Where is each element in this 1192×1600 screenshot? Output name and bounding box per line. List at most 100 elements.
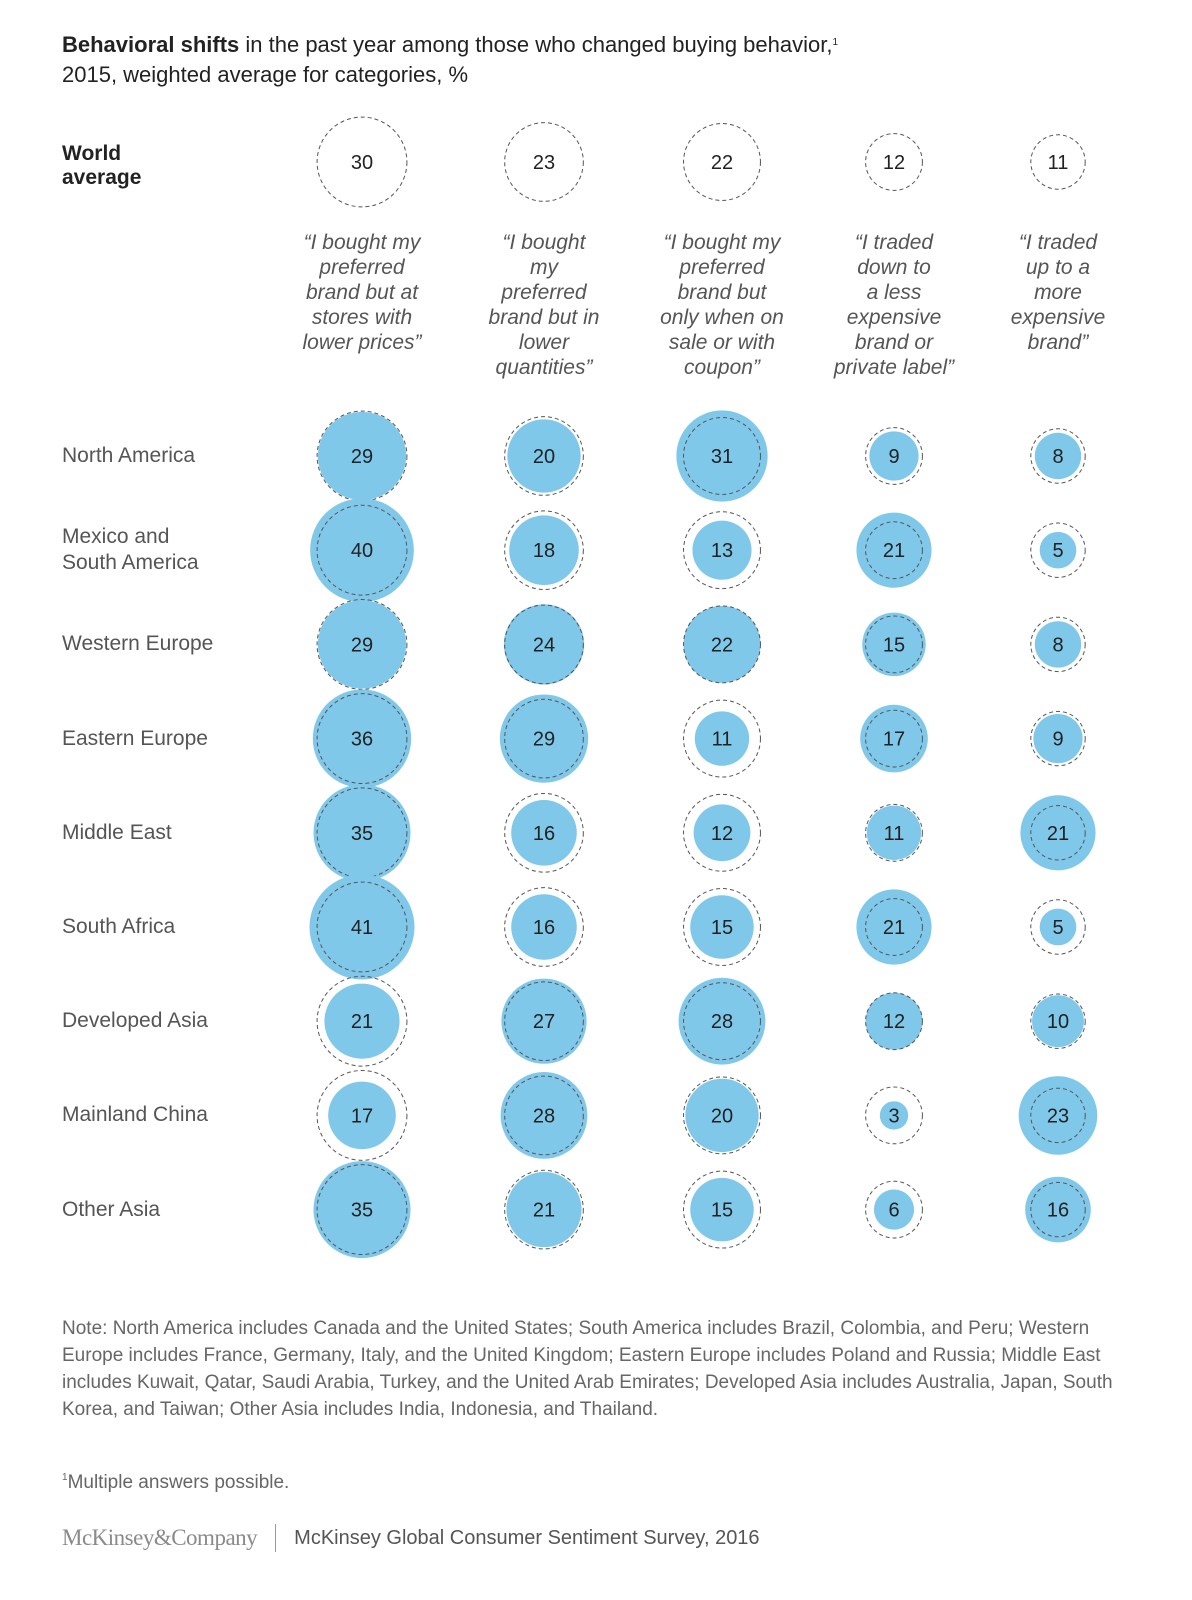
bubble-value-1-4: 5 xyxy=(1052,540,1063,562)
bubble-value-7-3: 3 xyxy=(888,1105,899,1127)
footnote-text: Multiple answers possible. xyxy=(67,1472,290,1493)
row-label-line: Mexico and xyxy=(62,525,170,549)
world-reference-outline-5-0 xyxy=(316,881,408,973)
bubble-4-1 xyxy=(511,800,577,866)
bubble-1-3 xyxy=(856,512,932,588)
world-reference-outline-4-1 xyxy=(504,792,584,873)
row-label-9: Other Asia xyxy=(62,1197,161,1221)
source-text: McKinsey Global Consumer Sentiment Surve… xyxy=(294,1526,760,1549)
bubble-value-4-3: 11 xyxy=(884,823,905,845)
world-reference-outline-1-0 xyxy=(316,504,408,596)
world-reference-outline-7-3 xyxy=(865,1086,923,1145)
bubble-4-4 xyxy=(1020,795,1096,871)
world-reference-outline-6-2 xyxy=(683,982,761,1061)
bubble-6-2 xyxy=(678,977,766,1065)
world-average-value-4: 12 xyxy=(883,152,905,174)
bubble-7-1 xyxy=(500,1072,588,1159)
column-header-line: preferred xyxy=(679,256,765,279)
bubble-2-2 xyxy=(683,605,761,683)
bubble-value-1-1: 18 xyxy=(533,540,555,562)
bubble-value-6-0: 21 xyxy=(351,1011,373,1033)
column-header-line: preferred xyxy=(319,256,405,279)
bubble-7-0 xyxy=(328,1081,396,1150)
bubble-3-3 xyxy=(860,704,928,773)
column-header-3: “I bought my preferred brand but only when … xyxy=(647,230,797,380)
column-header-5: “I traded up to a more expensive brand” xyxy=(983,230,1133,355)
world-reference-outline-8-3 xyxy=(865,1180,923,1239)
column-header-line: my xyxy=(530,256,558,279)
bubble-8-1 xyxy=(506,1172,582,1248)
bubble-0-0 xyxy=(317,411,407,501)
world-reference-outline-1-4 xyxy=(1030,522,1086,578)
column-header-line: private label” xyxy=(833,356,955,379)
bubble-0-1 xyxy=(507,419,581,493)
world-reference-outline-1-2 xyxy=(683,511,761,590)
bubble-5-1 xyxy=(511,894,577,960)
bubble-value-8-4: 16 xyxy=(1047,1200,1069,1222)
world-reference-outline-3-3 xyxy=(865,709,923,768)
column-header-line: brand but at xyxy=(305,281,419,304)
column-header-line: quantities” xyxy=(495,356,593,379)
footer: McKinsey&Company McKinsey Global Consume… xyxy=(62,1522,760,1554)
bubble-0-3 xyxy=(869,431,919,481)
world-reference-outline-1-1 xyxy=(504,510,584,591)
column-header-line: expensive xyxy=(1010,306,1106,329)
world-reference-outline-0-4 xyxy=(1030,428,1086,484)
world-reference-outline-6-0 xyxy=(316,975,408,1067)
world-average-value-5: 11 xyxy=(1048,152,1069,174)
bubble-8-4 xyxy=(1025,1176,1091,1243)
column-header-line: sale or with xyxy=(668,331,776,354)
bubble-6-1 xyxy=(501,978,587,1064)
world-reference-outline-7-1 xyxy=(504,1075,584,1156)
footer-divider xyxy=(275,1524,277,1552)
bubble-value-0-1: 20 xyxy=(533,446,555,468)
bubble-4-0 xyxy=(313,784,411,882)
world-reference-outline-7-4 xyxy=(1030,1087,1086,1144)
world-average-value-1: 30 xyxy=(351,152,373,174)
bubble-value-5-0: 41 xyxy=(351,917,373,939)
world-reference-outline-6-4 xyxy=(1030,993,1086,1049)
bubble-6-0 xyxy=(324,983,400,1059)
bubble-value-1-0: 40 xyxy=(351,540,373,562)
column-header-line: brand or xyxy=(854,331,934,354)
world-reference-outline-5-4 xyxy=(1030,899,1086,955)
bubble-4-3 xyxy=(866,805,922,860)
row-label-3: Western Europe xyxy=(62,632,214,656)
bubble-5-3 xyxy=(856,889,932,965)
note-text: Note: North America includes Canada and … xyxy=(62,1318,1113,1420)
column-header-line: “I traded xyxy=(1018,231,1098,254)
column-header-line: only when on xyxy=(660,306,784,329)
column-header-line: lower prices” xyxy=(302,331,422,354)
world-reference-outline-8-2 xyxy=(683,1170,761,1249)
bubble-value-8-2: 15 xyxy=(711,1200,733,1222)
column-header-line: preferred xyxy=(501,281,587,304)
bubble-3-4 xyxy=(1033,714,1083,764)
bubble-value-7-0: 17 xyxy=(351,1105,373,1127)
column-header-line: “I bought my xyxy=(303,231,421,254)
column-header-line: more xyxy=(1034,281,1082,304)
column-header-4: “I traded down to a less expensive brand or p… xyxy=(819,230,969,380)
world-reference-outline-7-0 xyxy=(316,1069,408,1161)
row-label-6: South Africa xyxy=(62,915,176,938)
world-reference-outline-2-0 xyxy=(316,598,408,690)
row-label-1: North America xyxy=(62,444,196,467)
bubble-value-3-1: 29 xyxy=(533,729,555,751)
world-reference-outline-5-1 xyxy=(504,887,584,967)
world-reference-outline-2-2 xyxy=(683,605,761,684)
world-reference-outline-2-1 xyxy=(504,604,584,685)
bubble-value-8-3: 6 xyxy=(888,1200,899,1222)
world-reference-outline-3-0 xyxy=(316,693,408,785)
bubble-value-8-0: 35 xyxy=(351,1200,373,1222)
bubble-value-3-4: 9 xyxy=(1052,729,1063,751)
world-reference-outline-8-1 xyxy=(504,1169,584,1250)
bubble-value-3-0: 36 xyxy=(351,729,373,751)
bubble-1-2 xyxy=(692,520,752,580)
bubble-value-4-4: 21 xyxy=(1047,823,1069,845)
bubble-1-0 xyxy=(310,498,414,603)
bubble-value-2-1: 24 xyxy=(533,634,555,656)
row-label-7: Developed Asia xyxy=(62,1009,208,1033)
bubble-value-6-2: 28 xyxy=(711,1011,733,1033)
title-rest: in the past year among those who changed… xyxy=(239,32,833,57)
world-average-value-3: 22 xyxy=(711,152,733,174)
